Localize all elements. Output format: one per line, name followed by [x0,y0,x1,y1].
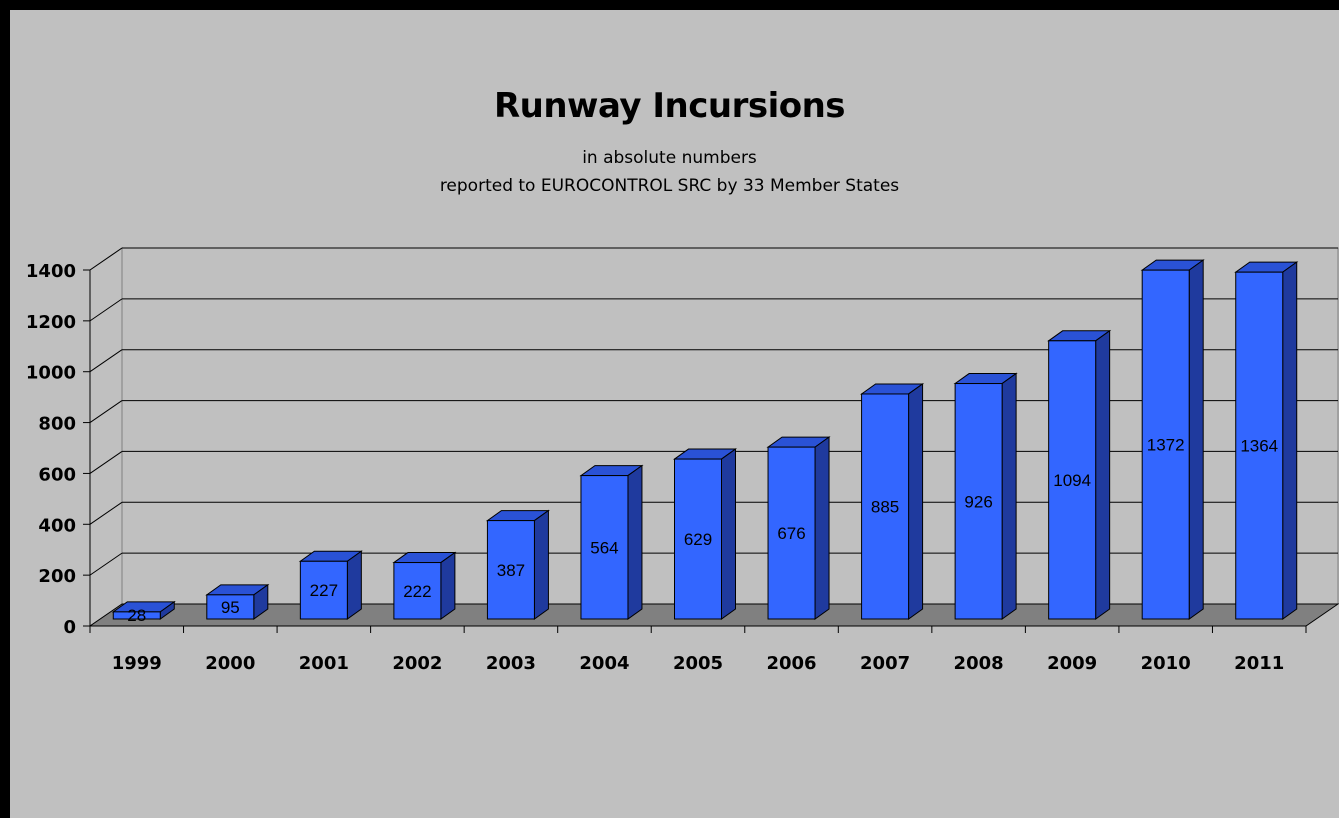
chart-subtitle-line-1: in absolute numbers [582,148,757,168]
gridline-side [89,349,123,373]
bar-front-face [674,458,722,620]
x-tick-label: 2003 [486,653,536,674]
bar-front-face [1235,271,1284,620]
data-label: 95 [221,598,240,617]
x-tick-label: 2006 [766,653,816,674]
x-tick-label: 2000 [205,653,255,674]
bar-front-face [206,594,255,620]
bar-front-face [486,520,535,620]
data-label: 564 [590,538,618,557]
bar-side-face [721,448,736,620]
bar-front-face [767,446,816,620]
data-label: 1372 [1147,436,1185,455]
bar-2001: 227 [298,550,363,620]
x-tick-label: 2011 [1234,653,1284,674]
bar-2011: 1364 [1234,261,1299,620]
bar-side-face [1001,372,1017,620]
bar-2010: 1372 [1140,259,1205,620]
axes [83,269,1307,633]
bar-2002: 222 [392,551,457,620]
x-tick-label: 2007 [860,653,910,674]
bar-2003: 387 [485,509,550,620]
side-wall [89,247,123,627]
bar-side-face [814,436,830,620]
y-tick-label: 800 [38,414,76,435]
bar-side-face [627,464,643,620]
data-label: 926 [964,492,992,511]
bar-1999: 28 [111,600,176,625]
bar-2009: 1094 [1047,329,1112,620]
bar-side-face [1095,329,1111,620]
y-tick-label: 1000 [26,363,76,384]
gridline-side [89,451,123,474]
bar-side-face [440,551,456,620]
bar-front-face [954,383,1003,620]
y-tick-label: 600 [38,464,76,485]
gridlines [89,247,1338,576]
data-label: 1094 [1053,471,1091,490]
gridline-side [89,400,123,423]
bars: 28 95 227 222 387 564 629 676 885 926 1094 1372 1364 [111,259,1299,625]
bar-2004: 564 [579,464,644,620]
data-label: 387 [497,561,525,580]
bar-2007: 885 [860,382,925,620]
bar-2005: 629 [672,448,738,620]
x-tick-label: 2008 [954,653,1004,674]
bar-front-face [112,611,161,620]
bar-front-face [393,562,442,620]
x-tick-label: 2005 [673,653,723,674]
bar-side-face [533,509,549,620]
y-tick-label: 200 [38,566,76,587]
bar-front-face [299,560,348,620]
gridline-side [89,298,123,322]
x-tick-label: 2010 [1141,653,1191,674]
data-label: 885 [871,497,899,516]
gridline-side [89,501,123,525]
y-tick-label: 1200 [26,312,76,333]
y-axis-tick-labels: 0 200 400 600 800 1000 1200 1400 [26,261,76,638]
y-tick-label: 0 [63,617,76,638]
gridline-side [89,552,123,576]
data-label: 1364 [1240,437,1278,456]
data-label: 28 [127,606,146,625]
bar-side-face [1282,261,1298,620]
chart-subtitle-line-2: reported to EUROCONTROL SRC by 33 Member… [439,176,900,196]
bar-front-face [1141,269,1190,620]
data-label: 222 [403,582,431,601]
bar-side-face [1188,259,1204,620]
x-axis-tick-labels: 1999 2000 2001 2002 2003 2004 2005 2006 2007 2008… [112,653,1285,674]
bar-side-face [346,550,362,620]
y-tick-label: 1400 [26,261,76,282]
chart-area [10,10,1339,818]
x-tick-label: 2009 [1047,653,1097,674]
bar-2000: 95 [205,583,270,620]
data-label: 629 [684,530,712,549]
bar-front-face [580,475,629,620]
bar-2008: 926 [953,372,1018,620]
bar-side-face [908,382,924,620]
x-tick-label: 2004 [579,653,629,674]
bar-front-face [1048,340,1097,620]
y-tick-label: 400 [38,515,76,536]
chart-title: Runway Incursions [493,86,846,126]
bar-front-face [861,393,910,620]
x-tick-label: 1999 [112,653,162,674]
x-tick-label: 2002 [392,653,442,674]
bar-2006: 676 [766,436,831,620]
data-label: 227 [310,581,338,600]
x-tick-label: 2001 [299,653,349,674]
data-label: 676 [777,524,805,543]
gridline-side [89,247,123,271]
